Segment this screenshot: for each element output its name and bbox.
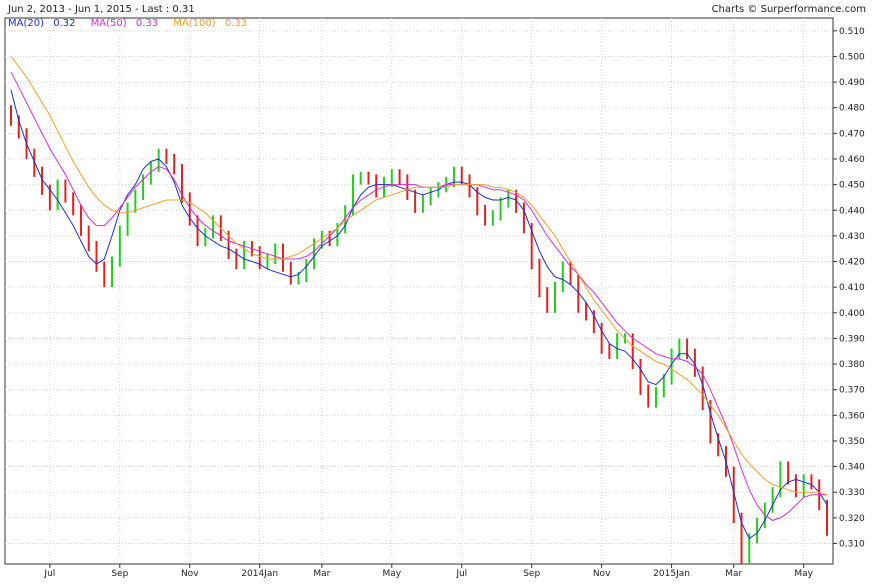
y-tick-label: 0.410: [839, 283, 865, 293]
legend-ma20: MA(20) 0.32: [8, 18, 85, 29]
y-tick-label: 0.480: [839, 104, 865, 114]
x-tick-label: 2014Jan: [241, 569, 278, 579]
x-tick-label: Jul: [455, 569, 467, 579]
y-tick-label: 0.370: [839, 386, 865, 396]
legend-ma20-value: 0.32: [53, 18, 76, 29]
y-tick-label: 0.350: [839, 437, 865, 447]
y-tick-label: 0.400: [839, 309, 865, 319]
x-tick-label: 2015Jan: [653, 569, 690, 579]
y-tick-label: 0.360: [839, 411, 865, 421]
y-tick-label: 0.470: [839, 129, 865, 139]
x-axis: Jul Sep Nov 2014Jan Mar May Jul Sep Nov 2015Jan Ma…: [43, 564, 814, 579]
y-tick-label: 0.320: [839, 514, 865, 524]
y-tick-label: 0.310: [839, 539, 865, 549]
x-tick-label: May: [382, 569, 401, 579]
legend-ma100-name: MA(100): [173, 18, 216, 29]
y-tick-label: 0.490: [839, 78, 865, 88]
x-tick-label: Mar: [725, 569, 742, 579]
y-tick-label: 0.390: [839, 334, 865, 344]
y-tick-label: 0.460: [839, 155, 865, 165]
x-tick-label: Sep: [111, 569, 128, 579]
y-tick-label: 0.340: [839, 463, 865, 473]
plot-frame: [4, 17, 834, 565]
x-tick-label: Nov: [181, 569, 199, 579]
price-bars: [10, 105, 828, 564]
y-tick-label: 0.450: [839, 181, 865, 191]
y-tick-label: 0.440: [839, 206, 865, 216]
date-range-label: Jun 2, 2013 - Jun 1, 2015 - Last : 0.31: [8, 4, 195, 15]
ma-line-ma100: [10, 56, 828, 496]
x-tick-label: May: [794, 569, 813, 579]
legend-ma20-name: MA(20): [8, 18, 44, 29]
moving-average-lines: [10, 56, 828, 540]
y-tick-label: 0.420: [839, 258, 865, 268]
x-tick-label: Mar: [313, 569, 330, 579]
y-tick-label: 0.500: [839, 52, 865, 62]
legend-ma50: MA(50) 0.33: [91, 18, 168, 29]
x-tick-label: Jul: [43, 569, 55, 579]
legend: MA(20) 0.32 MA(50) 0.33 MA(100) 0.33: [8, 18, 259, 29]
x-tick-label: Nov: [593, 569, 611, 579]
legend-ma100: MA(100) 0.33: [173, 18, 253, 29]
legend-ma50-value: 0.33: [135, 18, 159, 29]
ma-line-ma50: [10, 71, 827, 521]
grid: [5, 18, 833, 564]
y-axis: 0.310 0.320 0.330 0.340 0.350 0.360 0.370 0.380…: [833, 27, 865, 549]
chart-credit: Charts © Surperformance.com: [711, 4, 866, 15]
y-tick-label: 0.330: [839, 488, 865, 498]
y-tick-label: 0.510: [839, 27, 865, 37]
y-tick-label: 0.380: [839, 360, 865, 370]
y-tick-label: 0.430: [839, 232, 865, 242]
ma-line-ma20: [10, 89, 828, 540]
legend-ma100-value: 0.33: [224, 18, 248, 29]
x-tick-label: Sep: [523, 569, 540, 579]
legend-ma50-name: MA(50): [90, 18, 127, 29]
